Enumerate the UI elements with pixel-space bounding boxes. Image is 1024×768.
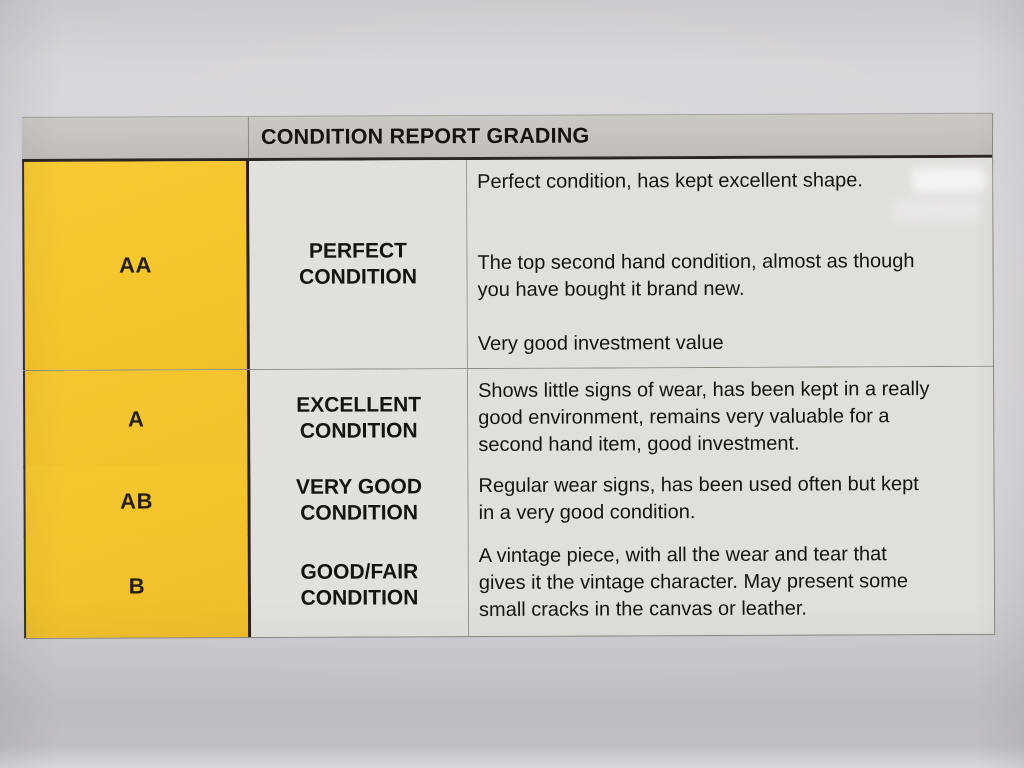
table-row: AA PERFECT CONDITION Perfect condition, … <box>22 157 993 372</box>
condition-grading-table: CONDITION REPORT GRADING AA PERFECT COND… <box>21 112 996 639</box>
condition-name-cell: GOOD/FAIR CONDITION <box>250 534 470 638</box>
table-row: B GOOD/FAIR CONDITION A vintage piece, w… <box>23 531 995 638</box>
table-row: A EXCELLENT CONDITION Shows little signs… <box>22 366 994 469</box>
grade-cell: AA <box>22 161 250 371</box>
description-line: Perfect condition, has kept excellent sh… <box>477 169 863 194</box>
description-line <box>477 194 978 223</box>
condition-description-cell: Regular wear signs, has been used often … <box>468 461 994 536</box>
grade-cell: B <box>23 535 252 638</box>
table-header: CONDITION REPORT GRADING <box>21 112 993 163</box>
description-line: good environment, remains very valuable … <box>478 405 890 430</box>
description-line: in a very good condition. <box>478 501 696 525</box>
condition-name: VERY GOOD CONDITION <box>295 474 423 525</box>
grade-cell: AB <box>23 465 251 537</box>
condition-name-cell: EXCELLENT CONDITION <box>249 369 469 469</box>
condition-description-cell: Shows little signs of wear, has been kep… <box>467 366 994 468</box>
condition-name: PERFECT CONDITION <box>299 239 418 289</box>
description-line: second hand item, good investment. <box>478 432 800 457</box>
condition-name-cell: VERY GOOD CONDITION <box>250 464 469 537</box>
description-line <box>478 302 979 331</box>
condition-name: GOOD/FAIR CONDITION <box>300 560 419 610</box>
description-line <box>477 221 978 250</box>
grade-cell: A <box>22 370 251 469</box>
condition-name-cell: PERFECT CONDITION <box>249 160 468 370</box>
description-line: Shows little signs of wear, has been kep… <box>478 378 930 403</box>
condition-name: EXCELLENT CONDITION <box>296 393 422 443</box>
description-line: A vintage piece, with all the wear and t… <box>478 543 887 568</box>
description-line: The top second hand condition, almost as… <box>477 250 915 275</box>
condition-description-cell: A vintage piece, with all the wear and t… <box>468 531 995 637</box>
description-line: you have bought it brand new. <box>477 277 745 302</box>
header-empty-cell <box>21 117 250 160</box>
description-line: small cracks in the canvas or leather. <box>478 597 807 622</box>
page-title: CONDITION REPORT GRADING <box>260 123 590 149</box>
description-line: Regular wear signs, has been used often … <box>478 473 919 498</box>
description-line: Very good investment value <box>477 331 724 356</box>
condition-description-cell: Perfect condition, has kept excellent sh… <box>467 157 993 369</box>
table-row: AB VERY GOOD CONDITION Regular wear sign… <box>23 461 994 537</box>
description-line: gives it the vintage character. May pres… <box>478 570 909 595</box>
